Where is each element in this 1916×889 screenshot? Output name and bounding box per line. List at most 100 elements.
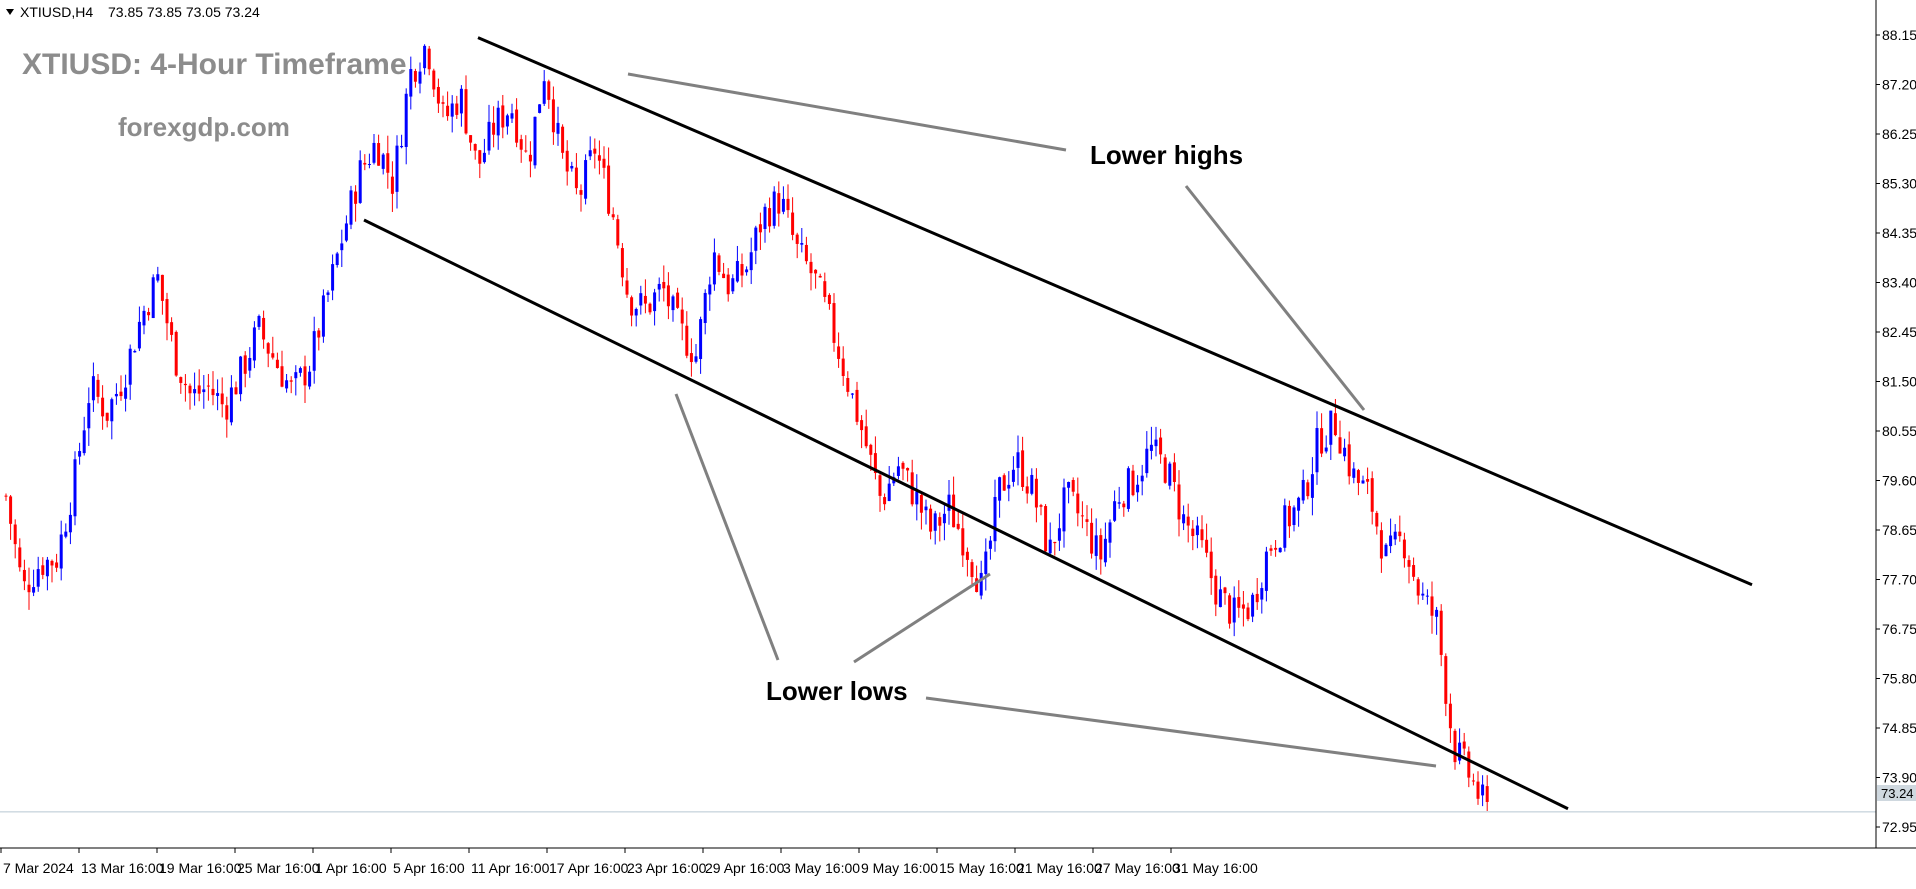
candle-bear xyxy=(726,274,730,295)
candle-bear xyxy=(1228,595,1232,624)
candle-bull xyxy=(64,531,68,537)
candle-bear xyxy=(1209,551,1213,579)
candle-bull xyxy=(749,252,753,271)
candle-bear xyxy=(1398,531,1402,537)
candle-bull xyxy=(1182,514,1186,524)
candle-bear xyxy=(1025,486,1029,494)
candle-bull xyxy=(588,150,592,157)
candle-bull xyxy=(381,154,385,169)
candle-bull xyxy=(1108,522,1112,543)
candle-bull xyxy=(584,160,588,199)
candle-bull xyxy=(988,540,992,549)
candle-bear xyxy=(561,126,565,153)
candle-bear xyxy=(206,385,210,387)
candle-bull xyxy=(915,491,919,505)
candle-bear xyxy=(220,393,224,405)
candle-bull xyxy=(1264,551,1268,591)
chart-frame xyxy=(0,0,1916,849)
candle-bear xyxy=(427,48,431,70)
candle-bear xyxy=(818,275,822,278)
candle-bull xyxy=(358,160,362,203)
candle-bull xyxy=(1278,547,1282,553)
candle-bear xyxy=(717,255,721,272)
candle-bear xyxy=(119,391,123,397)
x-tick-label: 31 May 16:00 xyxy=(1173,860,1258,876)
candle-bear xyxy=(1430,596,1434,616)
candle-bear xyxy=(1444,656,1448,704)
candle-bear xyxy=(1039,505,1043,507)
candle-bear xyxy=(436,86,440,104)
channel-upper-line[interactable] xyxy=(477,36,1753,587)
candle-bull xyxy=(505,115,509,127)
candle-bull xyxy=(1315,428,1319,473)
descending-channel xyxy=(363,36,1753,811)
candle-bull xyxy=(1310,474,1314,498)
price-tag-box xyxy=(1877,785,1916,801)
candle-bear xyxy=(524,150,528,152)
website-watermark: forexgdp.com xyxy=(118,112,290,142)
candle-bear xyxy=(55,562,59,568)
x-tick-label: 11 Apr 16:00 xyxy=(471,860,550,876)
candle-bull xyxy=(993,496,997,542)
candle-bear xyxy=(174,331,178,376)
candle-bull xyxy=(326,292,330,295)
candle-bull xyxy=(556,122,560,134)
y-tick-label: 83.40 xyxy=(1882,275,1916,291)
candle-bull xyxy=(450,103,454,117)
candle-bull xyxy=(1117,502,1121,504)
lower-highs-pointer-1 xyxy=(627,72,1067,152)
candle-bear xyxy=(1338,437,1342,454)
candle-bull xyxy=(1421,593,1425,596)
candle-bull xyxy=(1301,479,1305,501)
candle-bear xyxy=(183,383,187,386)
candle-bull xyxy=(137,321,141,349)
candle-bull xyxy=(1140,475,1144,482)
candle-bear xyxy=(602,158,606,168)
candle-bull xyxy=(1149,444,1153,451)
candle-bear xyxy=(758,224,762,233)
candle-bear xyxy=(804,244,808,262)
candle-bull xyxy=(703,292,707,324)
candle-bear xyxy=(680,309,684,324)
candle-bull xyxy=(653,292,657,312)
candle-bull xyxy=(151,277,155,319)
lower-lows-pointer-2 xyxy=(853,572,991,664)
candle-bull xyxy=(800,243,804,245)
candle-bear xyxy=(1223,587,1227,594)
candle-bear xyxy=(1085,519,1089,522)
candle-bear xyxy=(478,150,482,164)
candle-bear xyxy=(565,150,569,172)
candle-bear xyxy=(1412,565,1416,577)
candle-bear xyxy=(620,248,624,278)
y-tick-label: 74.85 xyxy=(1882,720,1916,736)
candle-bear xyxy=(390,176,394,194)
candle-bull xyxy=(538,104,542,113)
channel-lower-line[interactable] xyxy=(363,218,1569,811)
candle-bear xyxy=(1044,506,1048,552)
candle-bear xyxy=(446,105,450,117)
candle-bear xyxy=(1347,444,1351,477)
candle-bear xyxy=(1177,484,1181,520)
candle-bull xyxy=(59,534,63,569)
candle-bear xyxy=(929,508,933,532)
candle-bull xyxy=(533,116,537,166)
candle-bull xyxy=(887,483,891,502)
candle-bear xyxy=(492,122,496,135)
candle-bear xyxy=(519,139,523,150)
dropdown-triangle-icon[interactable] xyxy=(6,9,14,15)
y-tick-label: 78.65 xyxy=(1882,522,1916,538)
candle-bull xyxy=(1048,539,1052,554)
candle-bear xyxy=(528,154,532,162)
candle-bear xyxy=(243,355,247,374)
lower-highs-label: Lower highs xyxy=(1090,140,1243,170)
candle-bull xyxy=(1292,507,1296,526)
candle-bull xyxy=(781,198,785,212)
candle-bear xyxy=(4,495,8,497)
candle-bull xyxy=(542,81,546,104)
candle-bull xyxy=(298,368,302,373)
candle-bull xyxy=(1260,588,1264,600)
candle-bear xyxy=(211,388,215,396)
